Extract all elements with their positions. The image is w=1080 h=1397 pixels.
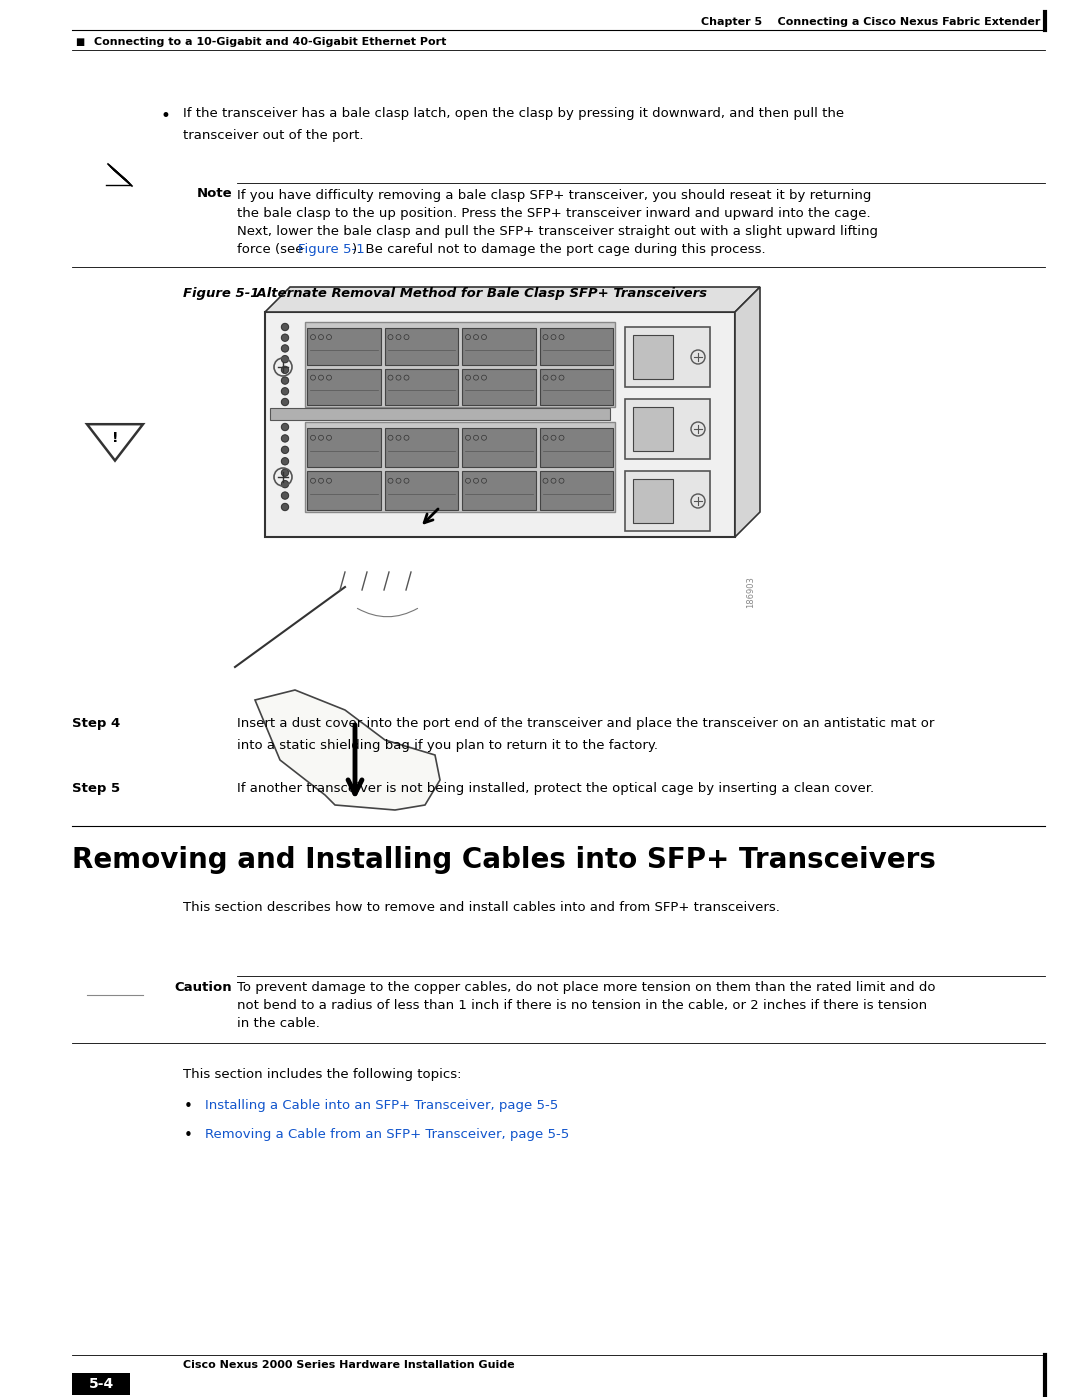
Circle shape xyxy=(282,324,288,331)
Text: If you have difficulty removing a bale clasp SFP+ transceiver, you should reseat: If you have difficulty removing a bale c… xyxy=(237,189,872,203)
Circle shape xyxy=(282,388,288,395)
Text: 186903: 186903 xyxy=(746,576,755,608)
Bar xyxy=(307,427,380,467)
Bar xyxy=(462,328,536,365)
Bar xyxy=(633,335,673,379)
Bar xyxy=(265,312,735,536)
Text: Connecting to a 10-Gigabit and 40-Gigabit Ethernet Port: Connecting to a 10-Gigabit and 40-Gigabi… xyxy=(94,36,446,47)
Circle shape xyxy=(282,481,288,488)
Circle shape xyxy=(282,356,288,363)
Text: Note: Note xyxy=(197,187,232,200)
Text: •: • xyxy=(184,1127,192,1143)
Bar xyxy=(540,471,613,510)
Bar xyxy=(625,471,710,531)
Bar xyxy=(633,479,673,522)
Text: transceiver out of the port.: transceiver out of the port. xyxy=(183,129,364,142)
Circle shape xyxy=(282,434,288,441)
Circle shape xyxy=(282,492,288,499)
Bar xyxy=(540,369,613,405)
Bar xyxy=(462,369,536,405)
Circle shape xyxy=(282,503,288,510)
Bar xyxy=(384,471,458,510)
Bar xyxy=(305,422,615,511)
Bar xyxy=(625,327,710,387)
Text: If another transceiver is not being installed, protect the optical cage by inser: If another transceiver is not being inst… xyxy=(237,782,874,795)
Bar xyxy=(633,407,673,451)
Bar xyxy=(384,369,458,405)
Text: This section describes how to remove and install cables into and from SFP+ trans: This section describes how to remove and… xyxy=(183,901,780,914)
Bar xyxy=(384,328,458,365)
Bar xyxy=(462,427,536,467)
Bar xyxy=(540,427,613,467)
Text: not bend to a radius of less than 1 inch if there is no tension in the cable, or: not bend to a radius of less than 1 inch… xyxy=(237,999,927,1011)
Text: Next, lower the bale clasp and pull the SFP+ transceiver straight out with a sli: Next, lower the bale clasp and pull the … xyxy=(237,225,878,237)
Polygon shape xyxy=(87,425,143,461)
Text: force (see: force (see xyxy=(237,243,308,256)
Text: Removing a Cable from an SFP+ Transceiver, page 5-5: Removing a Cable from an SFP+ Transceive… xyxy=(205,1127,569,1141)
Bar xyxy=(307,328,380,365)
Text: To prevent damage to the copper cables, do not place more tension on them than t: To prevent damage to the copper cables, … xyxy=(237,981,935,995)
Text: Step 4: Step 4 xyxy=(72,717,120,731)
Polygon shape xyxy=(265,286,760,312)
Text: the bale clasp to the up position. Press the SFP+ transceiver inward and upward : the bale clasp to the up position. Press… xyxy=(237,207,870,219)
Bar xyxy=(72,1373,130,1396)
Text: ). Be careful not to damage the port cage during this process.: ). Be careful not to damage the port cag… xyxy=(352,243,766,256)
Text: Step 5: Step 5 xyxy=(72,782,120,795)
Circle shape xyxy=(282,345,288,352)
Text: •: • xyxy=(184,1099,192,1113)
Text: •: • xyxy=(160,108,170,124)
Polygon shape xyxy=(255,690,440,810)
Circle shape xyxy=(282,447,288,454)
Text: in the cable.: in the cable. xyxy=(237,1017,320,1030)
Bar xyxy=(307,369,380,405)
Text: !: ! xyxy=(111,432,118,446)
Text: Removing and Installing Cables into SFP+ Transceivers: Removing and Installing Cables into SFP+… xyxy=(72,847,936,875)
Bar xyxy=(625,400,710,460)
Bar xyxy=(462,471,536,510)
Text: Figure 5-1: Figure 5-1 xyxy=(297,243,364,256)
Text: Caution: Caution xyxy=(174,981,232,995)
Circle shape xyxy=(282,334,288,341)
Text: Insert a dust cover into the port end of the transceiver and place the transceiv: Insert a dust cover into the port end of… xyxy=(237,717,934,731)
Circle shape xyxy=(282,366,288,373)
Text: If the transceiver has a bale clasp latch, open the clasp by pressing it downwar: If the transceiver has a bale clasp latc… xyxy=(183,108,845,120)
Circle shape xyxy=(282,398,288,405)
Text: Figure 5-1: Figure 5-1 xyxy=(183,286,259,300)
Circle shape xyxy=(282,469,288,476)
Text: into a static shielding bag if you plan to return it to the factory.: into a static shielding bag if you plan … xyxy=(237,739,658,752)
Polygon shape xyxy=(735,286,760,536)
Circle shape xyxy=(282,377,288,384)
Text: 5-4: 5-4 xyxy=(89,1377,113,1391)
Bar xyxy=(540,328,613,365)
Bar xyxy=(305,321,615,407)
Circle shape xyxy=(282,458,288,465)
Text: Installing a Cable into an SFP+ Transceiver, page 5-5: Installing a Cable into an SFP+ Transcei… xyxy=(205,1099,558,1112)
Text: This section includes the following topics:: This section includes the following topi… xyxy=(183,1067,461,1081)
Bar xyxy=(270,408,610,420)
Text: Chapter 5    Connecting a Cisco Nexus Fabric Extender: Chapter 5 Connecting a Cisco Nexus Fabri… xyxy=(701,17,1040,27)
Bar xyxy=(384,427,458,467)
Bar xyxy=(307,471,380,510)
Circle shape xyxy=(282,423,288,430)
Text: Alternate Removal Method for Bale Clasp SFP+ Transceivers: Alternate Removal Method for Bale Clasp … xyxy=(238,286,707,300)
Text: ■: ■ xyxy=(75,36,84,47)
Text: Cisco Nexus 2000 Series Hardware Installation Guide: Cisco Nexus 2000 Series Hardware Install… xyxy=(183,1361,515,1370)
